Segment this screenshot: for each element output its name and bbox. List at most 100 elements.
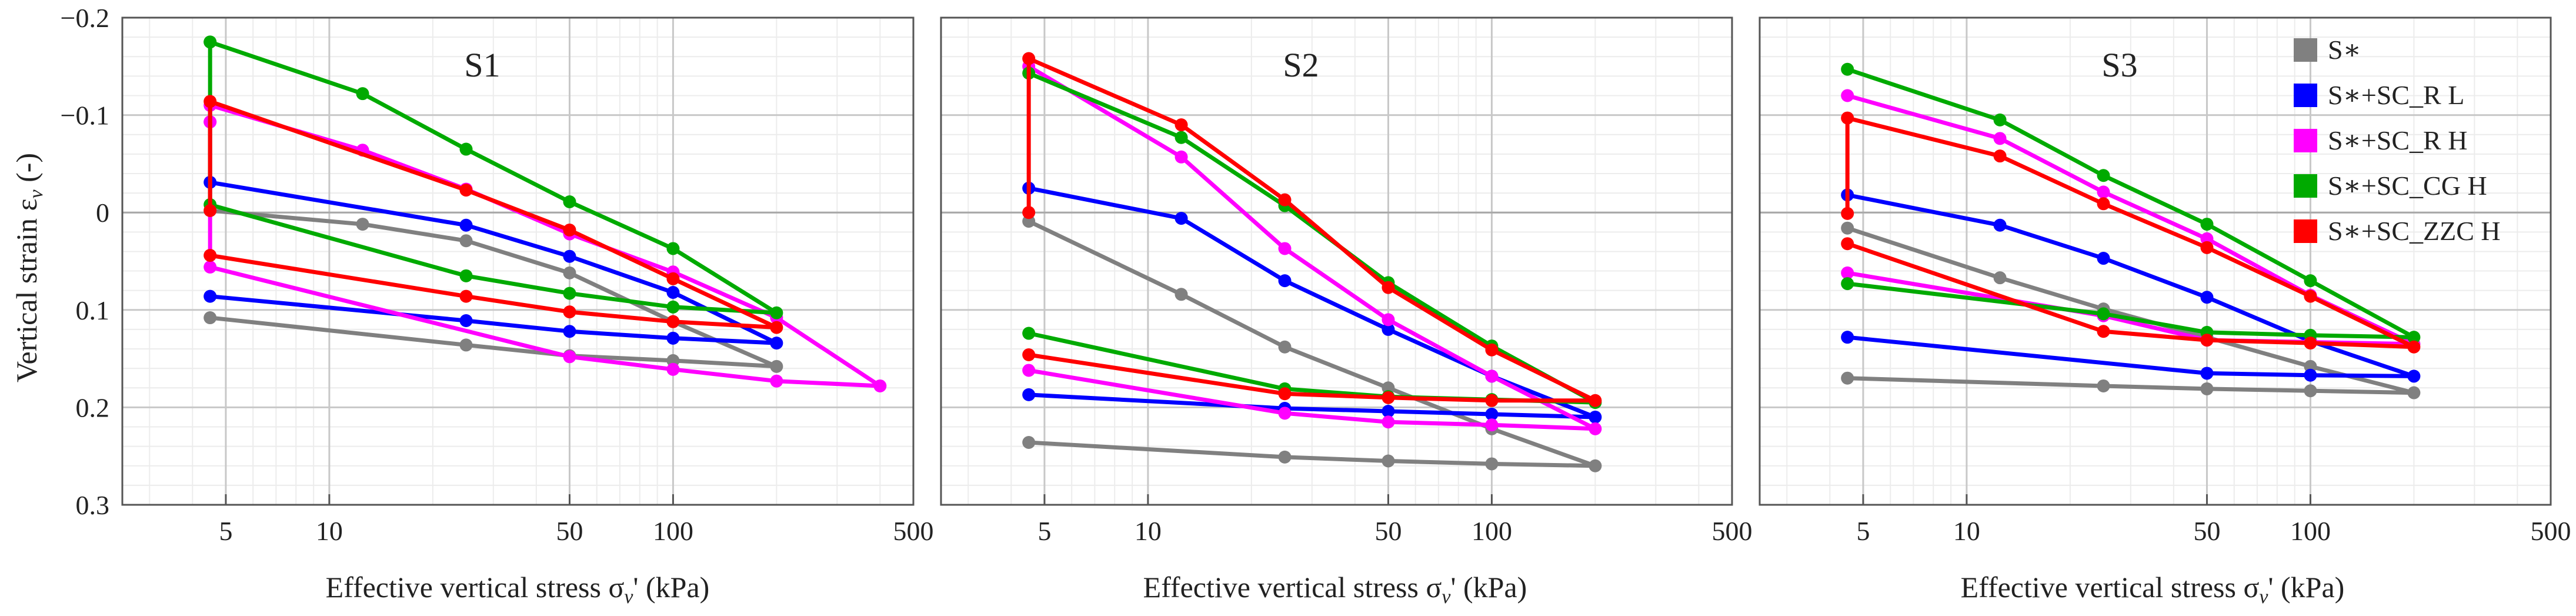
panel-s2-series-1-point — [1382, 322, 1395, 336]
panel-s1-series-0-point — [459, 234, 473, 248]
panel-s3-series-0-line — [1845, 226, 2416, 395]
panel-s3-series-3-point — [1841, 277, 1854, 291]
panel-s2-x-tick-label: 10 — [1134, 516, 1162, 546]
panel-s2-series-2-point — [1382, 313, 1395, 327]
panel-s2-x-tick-label: 5 — [1037, 516, 1051, 546]
panel-s2-series-0-point — [1485, 457, 1499, 471]
panel-s3-x-tick-label: 500 — [2531, 516, 2571, 546]
panel-s3-series-2-point — [2097, 185, 2110, 199]
panel-s1-series-1-point — [770, 337, 783, 350]
panel-s1-series-0-point — [459, 338, 473, 352]
panel-s2-series-2-point — [1174, 150, 1188, 164]
y-axis-title: Vertical strain εv (-) — [10, 153, 47, 382]
panel-s3-series-4-point — [2407, 340, 2421, 354]
panel-s3-series-4-point — [2097, 325, 2110, 338]
panel-s1-series-4-point — [459, 289, 473, 303]
panel-s1-series-1-point — [459, 314, 473, 328]
panel-s3-series-1-point — [2097, 252, 2110, 265]
panel-s2-series-4-point — [1278, 387, 1292, 401]
legend-swatch-sc-zzc-h — [2294, 219, 2317, 243]
panel-s3-series-4-point — [1841, 207, 1854, 220]
panel-s1-y-tick-label: 0.1 — [76, 295, 110, 325]
panel-s2-x-tick-label: 100 — [1471, 516, 1512, 546]
panel-s2-series-3-point — [1022, 327, 1036, 340]
panel-s1-series-1-point — [666, 285, 680, 299]
panel-s1-series-0-point — [356, 218, 369, 231]
panel-s1-series-1-point — [666, 331, 680, 345]
panel-s1-series-0-point — [770, 359, 783, 373]
panel-s1-x-tick-label: 10 — [316, 516, 343, 546]
panel-s3-series-4-point — [1841, 111, 1854, 125]
panel-s3-series-1-point — [1841, 331, 1854, 344]
panel-s2-series-4-point — [1022, 206, 1036, 219]
panel-s2-series-1-point — [1382, 405, 1395, 418]
panel-s2-series-4-point — [1589, 394, 1602, 407]
panel-s1-series-4 — [203, 95, 783, 334]
panel-s1-series-0-point — [203, 311, 217, 325]
panel-s3-series-1-point — [2407, 369, 2421, 383]
panel-s2-series-0-point — [1589, 459, 1602, 472]
panel-s2-series-4-point — [1278, 193, 1292, 207]
panel-s1-series-1 — [203, 175, 783, 350]
panel-s3-series-4-point — [2097, 197, 2110, 211]
panel-s3-series-4-point — [2304, 289, 2317, 303]
panel-s3-title: S3 — [2101, 46, 2137, 84]
panel-s3-series-2-point — [1993, 132, 2007, 145]
panel-s1-series-3-point — [459, 269, 473, 282]
panel-s3-series-1-point — [2200, 367, 2214, 380]
panel-s1-series-3-point — [203, 35, 217, 49]
legend-swatch-s — [2294, 38, 2317, 62]
panel-s3-frame — [1759, 16, 2552, 506]
panel-s2-series-1-point — [1174, 212, 1188, 225]
panel-s3-series-3-line — [1845, 67, 2416, 339]
panel-s3: 5 10 50 100 500 S3 — [1759, 16, 2571, 546]
panel-s1-y-tick-label: 0 — [96, 198, 109, 228]
panel-s2-series-4-point — [1382, 391, 1395, 404]
legend-swatch-sc-r-h — [2294, 129, 2317, 152]
panel-s2-series-0-point — [1382, 454, 1395, 468]
panel-s1-series-1-point — [563, 249, 576, 263]
panel-s3-series-3-point — [2200, 218, 2214, 231]
panel-s2-series-4-point — [1485, 394, 1499, 407]
panel-s1-series-4-point — [459, 184, 473, 197]
panel-s3-series-1-point — [2304, 368, 2317, 382]
panel-s1-y-tick-label: −0.1 — [61, 101, 109, 131]
panel-s2-series-2-point — [1485, 418, 1499, 432]
legend-label-sc-cg-h: S∗+SC_CG H — [2328, 171, 2487, 201]
panel-s1-series-4-point — [666, 315, 680, 328]
legend-label-s: S∗ — [2328, 35, 2361, 65]
panel-s2-series-4-point — [1022, 348, 1036, 361]
panel-s3-series-0-point — [2200, 382, 2214, 395]
panel-s2-series-4-point — [1022, 52, 1036, 65]
panel-s3-x-tick-label: 100 — [2290, 516, 2331, 546]
panel-s1-series-3-point — [459, 142, 473, 156]
x-axis-title-s1: Effective vertical stress σv' (kPa) — [326, 571, 710, 608]
panel-s2-series-0-line — [1026, 219, 1597, 468]
panel-s3-series-3-point — [1993, 113, 2007, 126]
panel-s1-series-4-point — [203, 204, 217, 217]
panel-s1-series-4-point — [666, 272, 680, 285]
panel-s2-series-4 — [1022, 52, 1602, 407]
panel-s3-x-tick-label: 5 — [1856, 516, 1870, 546]
panel-s3-series-0-point — [1841, 371, 1854, 385]
legend-label-sc-zzc-h: S∗+SC_ZZC H — [2328, 216, 2501, 246]
panel-s2-x-tick-label: 500 — [1712, 516, 1753, 546]
panel-s1-series-3-point — [666, 242, 680, 255]
panel-s3-series-1-point — [1993, 218, 2007, 232]
panel-s2-series-1-line — [1026, 186, 1597, 419]
panel-s1-series-1-point — [203, 289, 217, 303]
panel-s1-series-2-point — [666, 362, 680, 376]
panel-s2-series-1-point — [1022, 388, 1036, 401]
panel-s1-series-4-point — [203, 249, 217, 262]
panel-s2-series-1-point — [1485, 407, 1499, 421]
panel-s2-series-3-point — [1174, 131, 1188, 144]
x-axis-title-s3: Effective vertical stress σv' (kPa) — [1961, 571, 2345, 608]
panel-s1-series-4-point — [563, 305, 576, 319]
panel-s2-series-2-point — [1278, 407, 1292, 420]
panel-s1-series-4-point — [203, 95, 217, 108]
panel-s2-series-4-point — [1382, 281, 1395, 294]
legend-swatch-sc-r-l — [2294, 84, 2317, 107]
panel-s2-series-4-point — [1174, 118, 1188, 132]
